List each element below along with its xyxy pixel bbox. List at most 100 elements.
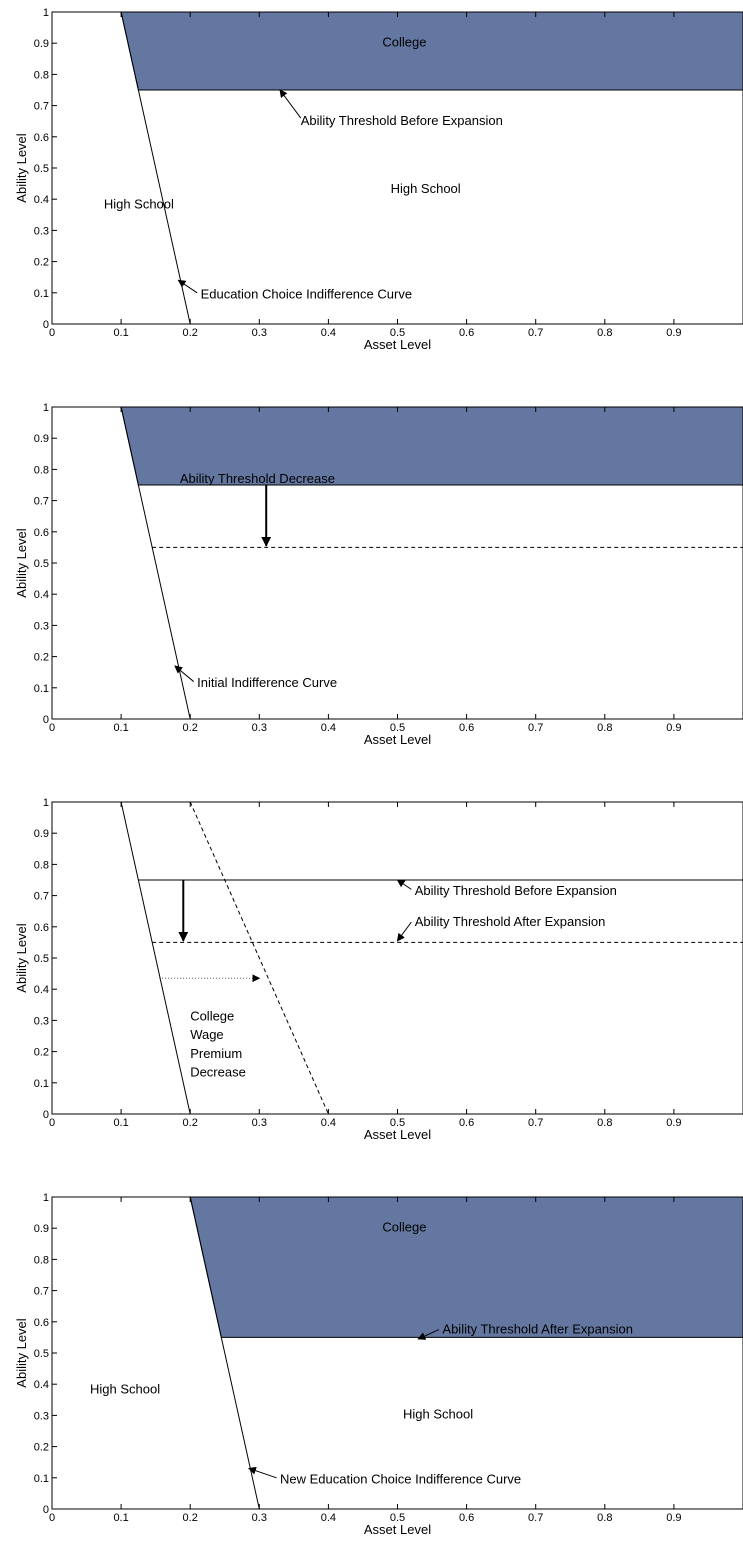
x-tick-label: 0.6 — [459, 1512, 474, 1524]
y-tick-label: 0 — [43, 1504, 49, 1516]
x-axis-title: Asset Level — [364, 732, 431, 747]
x-tick-label: 0.5 — [390, 1117, 405, 1129]
y-tick-label: 1 — [43, 7, 49, 19]
annotation-arrow — [174, 665, 194, 682]
y-tick-label: 0.3 — [34, 225, 49, 237]
y-tick-label: 0.5 — [34, 558, 49, 570]
y-tick-label: 0.9 — [34, 433, 49, 445]
x-tick-label: 0.8 — [597, 722, 612, 734]
x-tick-label: 0.7 — [528, 1512, 543, 1524]
y-tick-label: 0.5 — [34, 1348, 49, 1360]
x-tick-label: 0 — [49, 722, 55, 734]
y-tick-label: 0.7 — [34, 496, 49, 508]
x-tick-label: 0.4 — [321, 1117, 336, 1129]
x-tick-label: 0.3 — [252, 1512, 267, 1524]
annotation-arrow — [417, 1329, 440, 1340]
y-tick-label: 1 — [43, 797, 49, 809]
y-tick-label: 0.9 — [34, 1223, 49, 1235]
x-tick-label: 0.9 — [666, 327, 681, 339]
x-tick-label: 0.1 — [113, 1512, 128, 1524]
x-tick-label: 0.4 — [321, 1512, 336, 1524]
region-label: High School — [391, 181, 461, 196]
x-tick-label: 0.3 — [252, 722, 267, 734]
y-tick-label: 0.4 — [34, 589, 49, 601]
region-label: High School — [104, 197, 174, 212]
x-tick-label: 0.9 — [666, 1117, 681, 1129]
y-tick-label: 1 — [43, 1192, 49, 1204]
y-tick-label: 0.7 — [34, 101, 49, 113]
region-label: High School — [90, 1382, 160, 1397]
y-tick-label: 0.8 — [34, 69, 49, 81]
y-axis-title: Ability Level — [14, 528, 29, 597]
y-tick-label: 0.5 — [34, 163, 49, 175]
x-tick-label: 0.3 — [252, 1117, 267, 1129]
line-new-indifference — [189, 1196, 260, 1510]
y-tick-label: 0.8 — [34, 464, 49, 476]
x-tick-label: 0.3 — [252, 327, 267, 339]
chart-panel-4: College 0 0.1 0.2 0.3 0.4 0.5 0.6 0.7 0.8 0.9 0 0.1 0… — [14, 1192, 743, 1537]
y-tick-label: 0.8 — [34, 859, 49, 871]
x-tick-label: 0.1 — [113, 722, 128, 734]
y-tick-label: 0.4 — [34, 1379, 49, 1391]
y-tick-label: 0.8 — [34, 1254, 49, 1266]
y-tick-label: 0.7 — [34, 1286, 49, 1298]
x-tick-label: 0.2 — [183, 722, 198, 734]
y-tick-label: 0.1 — [34, 1078, 49, 1090]
annotation-arrow — [396, 921, 412, 942]
chart-panel-2: 0 0.1 0.2 0.3 0.4 0.5 0.6 0.7 0.8 0.9 0 0.1 0.2 0.3 0.… — [14, 402, 743, 747]
annotation-label: Education Choice Indifference Curve — [201, 286, 413, 301]
x-tick-label: 0.8 — [597, 327, 612, 339]
x-tick-label: 0.8 — [597, 1512, 612, 1524]
annotation-arrow — [279, 89, 302, 119]
y-tick-label: 0.2 — [34, 652, 49, 664]
region-label: Premium — [190, 1046, 242, 1061]
annotation-arrow — [247, 1466, 277, 1479]
y-axis-title: Ability Level — [14, 923, 29, 992]
x-axis-title: Asset Level — [364, 1522, 431, 1537]
annotation-label: Ability Threshold After Expansion — [415, 914, 606, 929]
y-tick-label: 0.5 — [34, 953, 49, 965]
y-tick-label: 0.6 — [34, 527, 49, 539]
annotation-arrow — [396, 879, 412, 890]
x-tick-label: 0.2 — [183, 327, 198, 339]
y-tick-label: 0 — [43, 1109, 49, 1121]
y-tick-label: 0.1 — [34, 288, 49, 300]
region-label: College — [190, 1008, 234, 1023]
x-tick-label: 0.8 — [597, 1117, 612, 1129]
y-axis-title: Ability Level — [14, 1318, 29, 1387]
y-tick-label: 0.7 — [34, 891, 49, 903]
annotation-arrow — [177, 279, 198, 294]
x-tick-label: 0.6 — [459, 1117, 474, 1129]
x-tick-label: 0.6 — [459, 327, 474, 339]
x-tick-label: 0.4 — [321, 722, 336, 734]
y-tick-label: 0.1 — [34, 1473, 49, 1485]
y-tick-label: 0.2 — [34, 257, 49, 269]
x-tick-label: 0.5 — [390, 1512, 405, 1524]
x-tick-label: 0.7 — [528, 1117, 543, 1129]
annotation-label: Ability Threshold Before Expansion — [415, 883, 617, 898]
y-tick-label: 0.4 — [34, 194, 49, 206]
region-label: Wage — [190, 1027, 223, 1042]
x-tick-label: 0.4 — [321, 327, 336, 339]
annotation-label: Initial Indifference Curve — [197, 675, 337, 690]
chart-panel-1: College 0 0.1 0.2 0.3 0.4 0.5 0.6 0.7 0.8 0.9 0 0.1 0… — [14, 7, 743, 352]
annotation-label: Ability Threshold Before Expansion — [301, 113, 503, 128]
line-indifference — [120, 801, 191, 1115]
y-tick-label: 0 — [43, 319, 49, 331]
x-axis-title: Asset Level — [364, 1127, 431, 1142]
y-tick-label: 0.1 — [34, 683, 49, 695]
annotation-label: Ability Threshold After Expansion — [442, 1322, 633, 1337]
x-tick-label: 0.1 — [113, 327, 128, 339]
x-tick-label: 0.6 — [459, 722, 474, 734]
region-label: High School — [403, 1407, 473, 1422]
y-tick-label: 1 — [43, 402, 49, 414]
x-tick-label: 0.9 — [666, 1512, 681, 1524]
x-tick-label: 0 — [49, 1117, 55, 1129]
chart-panel-3: 0 0.1 0.2 0.3 0.4 0.5 0.6 0.7 0.8 0.9 0 0.1 0.2 0.3 0.… — [14, 797, 743, 1142]
y-tick-label: 0.4 — [34, 984, 49, 996]
x-tick-label: 0.7 — [528, 722, 543, 734]
line-indifference — [120, 11, 191, 325]
y-tick-label: 0.2 — [34, 1442, 49, 1454]
x-tick-label: 0.5 — [390, 327, 405, 339]
college-region-label: College — [382, 34, 426, 49]
